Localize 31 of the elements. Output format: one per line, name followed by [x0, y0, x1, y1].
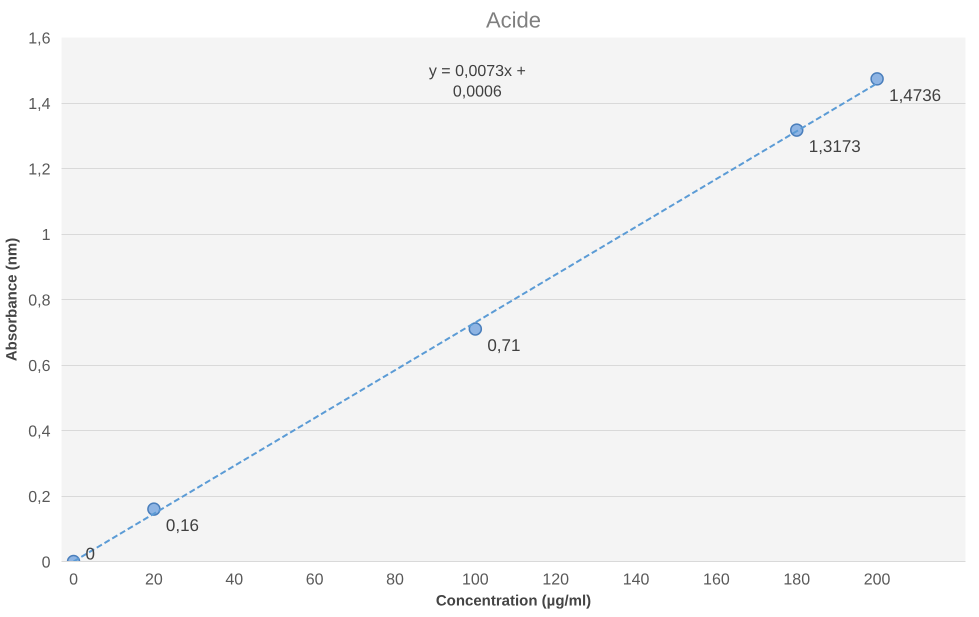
x-tick-label: 20	[145, 572, 163, 588]
x-tick-label: 160	[703, 572, 730, 588]
x-tick-label: 120	[542, 572, 570, 588]
y-tick-label: 1,2	[28, 162, 51, 178]
x-tick-label: 140	[622, 572, 650, 588]
data-label: 1,3173	[808, 137, 861, 156]
data-label: 0,16	[166, 516, 200, 536]
annotation: y = 0,0073x + 0,0006	[428, 62, 526, 100]
x-tick-label: 200	[864, 572, 891, 588]
y-axis-title: Absorbance (nm)	[3, 238, 20, 362]
point	[870, 72, 884, 86]
y-tick-label: 0,2	[28, 489, 51, 506]
y-tick-label: 0,4	[28, 424, 51, 440]
y-tick-label: 1	[42, 227, 51, 244]
y-tick-label: 0	[42, 554, 51, 572]
x-tick-label: 0	[69, 572, 78, 588]
x-tick-label: 60	[306, 572, 324, 588]
y-tick-label: 1,6	[28, 30, 51, 48]
x-tick-label: 40	[225, 572, 244, 588]
x-tick-label: 100	[462, 572, 489, 588]
y-tick-label: 0,6	[28, 358, 51, 375]
point	[468, 322, 482, 336]
x-tick-label: 180	[783, 572, 810, 588]
x-tick-label: 80	[386, 572, 404, 588]
data-label: 1,4736	[889, 86, 942, 105]
y-tick-label: 1,4	[28, 96, 51, 113]
y-tick-label: 0,8	[28, 292, 51, 310]
data-label: 0	[86, 544, 96, 564]
x-axis-title: Concentration (µg/ml)	[436, 592, 592, 610]
chart-title: Acide	[486, 8, 542, 32]
data-label: 0,71	[487, 336, 520, 355]
